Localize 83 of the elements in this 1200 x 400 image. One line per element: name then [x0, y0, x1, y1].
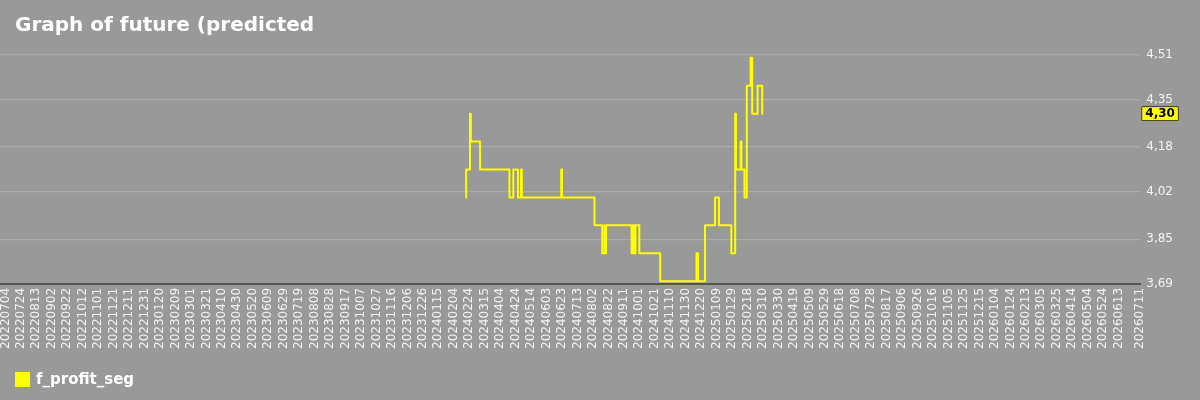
x-tick-label: 20230719: [291, 287, 306, 349]
x-tick-label: 20231027: [368, 287, 383, 349]
x-tick-label: 20260414: [1064, 287, 1079, 349]
x-tick-label: 20221211: [121, 287, 136, 349]
legend-label: f_profit_seg: [36, 370, 135, 388]
x-tick-label: 20230120: [152, 287, 167, 349]
x-tick-label: 20231116: [384, 287, 399, 349]
chart-title: Graph of future (predicted: [15, 12, 315, 36]
x-tick-label: 20250728: [863, 287, 878, 349]
x-tick-label: 20260613: [1110, 287, 1125, 349]
x-tick-label: 20230410: [214, 287, 228, 349]
x-tick-label: 20230629: [275, 287, 290, 349]
x-tick-label: 20250129: [724, 287, 739, 349]
x-tick-label: 20240315: [476, 287, 491, 349]
x-tick-label: 20240802: [585, 287, 600, 349]
x-tick-label: 20250906: [894, 287, 909, 349]
x-tick-label: 20230828: [322, 287, 337, 349]
x-tick-label: 20250618: [832, 287, 847, 349]
x-tick-label: 20230520: [244, 287, 259, 349]
x-tick-label: 20260104: [987, 287, 1002, 349]
x-tick-label: 20240603: [538, 287, 553, 349]
y-tick-label: 3,69: [1146, 276, 1173, 291]
x-tick-label: 20241021: [646, 287, 661, 349]
x-tick-label: 20220813: [28, 287, 43, 349]
x-tick-label: 20250330: [770, 287, 785, 349]
x-tick-label: 20230808: [306, 287, 321, 349]
x-tick-label: 20241130: [677, 287, 692, 349]
x-tick-label: 20221121: [105, 287, 120, 349]
x-tick-label: 20221231: [136, 287, 151, 349]
x-tick-label: 20260524: [1095, 287, 1110, 349]
x-tick-label: 20230321: [198, 287, 213, 349]
x-tick-label: 20241220: [693, 287, 708, 349]
y-tick-label: 4,35: [1146, 91, 1173, 106]
x-tick-label: 20250310: [755, 287, 770, 349]
x-tick-label: 20231007: [353, 287, 368, 349]
y-tick-label: 4,51: [1146, 47, 1173, 62]
annotation: 4,30: [1145, 106, 1175, 121]
x-tick-label: 20250817: [878, 287, 893, 349]
x-tick-label: 20260305: [1033, 287, 1048, 349]
x-tick-label: 20251016: [925, 287, 940, 349]
x-tick-label: 20230609: [260, 287, 275, 349]
x-tick-label: 20230301: [183, 287, 198, 349]
x-tick-label: 20220704: [0, 287, 12, 349]
x-tick-label: 20220922: [59, 287, 74, 349]
x-tick-label: 20260213: [1017, 287, 1032, 349]
x-tick-label: 20220902: [43, 287, 58, 349]
x-tick-label: 20250218: [739, 287, 754, 349]
x-tick-label: 20250529: [816, 287, 831, 349]
x-tick-label: 20250419: [786, 287, 801, 349]
x-tick-label: 20250926: [909, 287, 924, 349]
x-tick-label: 20230917: [337, 287, 352, 349]
x-tick-label: 20230209: [167, 287, 182, 349]
x-tick-label: 20221101: [90, 287, 105, 349]
x-tick-label: 20230430: [229, 287, 244, 349]
x-tick-label: 20251215: [971, 287, 986, 349]
x-tick-label: 20240115: [430, 287, 445, 349]
x-tick-label: 20260711: [1132, 287, 1147, 349]
x-tick-label: 20260124: [1002, 287, 1017, 349]
x-tick-label: 20240822: [600, 287, 615, 349]
x-tick-label: 20260325: [1048, 287, 1063, 349]
y-tick-label: 4,18: [1146, 139, 1173, 154]
x-tick-label: 20240623: [554, 287, 569, 349]
x-tick-label: 20231206: [399, 287, 414, 349]
x-tick-label: 20221012: [74, 287, 89, 349]
x-tick-label: 20240224: [461, 287, 476, 349]
x-tick-label: 20251125: [956, 287, 971, 349]
x-tick-label: 20240424: [507, 287, 522, 349]
x-tick-label: 20250708: [847, 287, 862, 349]
x-tick-label: 20240204: [445, 287, 460, 349]
x-tick-label: 20240911: [615, 287, 630, 349]
x-tick-label: 20241001: [631, 287, 646, 349]
x-tick-label: 20240404: [492, 287, 507, 349]
x-tick-label: 20250109: [708, 287, 723, 349]
x-tick-label: 20240713: [569, 287, 584, 349]
y-tick-label: 3,85: [1146, 231, 1173, 246]
x-tick-label: 20260504: [1079, 287, 1094, 349]
x-tick-label: 20250509: [801, 287, 816, 349]
x-tick-label: 20240514: [523, 287, 538, 349]
y-tick-label: 4,02: [1146, 183, 1173, 198]
x-tick-label: 20231226: [415, 287, 429, 349]
x-tick-label: 20241110: [662, 287, 677, 349]
x-tick-label: 20251105: [940, 287, 955, 349]
x-tick-label: 20220724: [13, 287, 27, 349]
